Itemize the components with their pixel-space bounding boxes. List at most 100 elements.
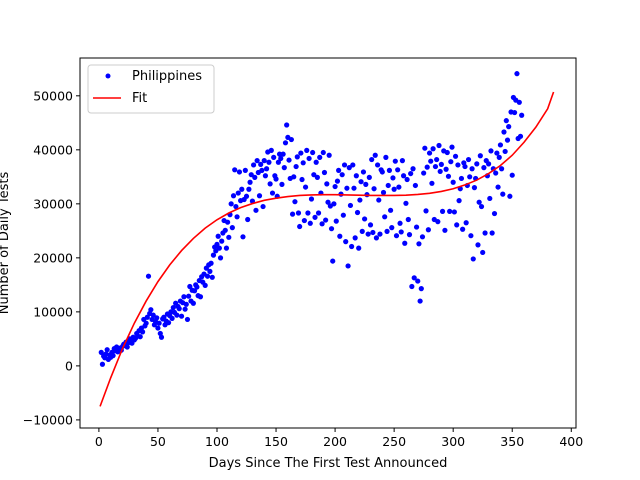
point-philippines-244 — [386, 167, 393, 173]
point-philippines-95 — [210, 252, 217, 258]
point-philippines-346 — [507, 193, 513, 199]
x-tick-label-350: 350 — [500, 434, 524, 449]
point-philippines-111 — [229, 225, 235, 231]
point-philippines-298 — [450, 179, 456, 185]
point-philippines-345 — [506, 124, 512, 130]
point-philippines-68 — [178, 313, 185, 319]
series-philippines — [98, 71, 525, 367]
x-tick-label-300: 300 — [441, 434, 465, 449]
point-philippines-322 — [478, 203, 485, 210]
point-philippines-184 — [315, 210, 322, 216]
point-philippines-220 — [358, 179, 364, 185]
point-philippines-270 — [417, 298, 423, 304]
legend-label-fit: Fit — [132, 91, 147, 106]
point-philippines-302 — [455, 162, 461, 168]
point-philippines-267 — [413, 224, 420, 230]
point-philippines-154 — [280, 151, 286, 157]
point-philippines-232 — [372, 152, 378, 158]
point-philippines-105 — [222, 227, 228, 233]
point-philippines-42 — [148, 307, 154, 313]
point-philippines-75 — [187, 283, 193, 290]
point-philippines-249 — [392, 158, 398, 164]
point-philippines-233 — [373, 235, 380, 241]
point-philippines-185 — [317, 154, 323, 160]
point-philippines-258 — [403, 200, 409, 206]
point-philippines-328 — [486, 161, 492, 167]
point-philippines-204 — [339, 172, 345, 178]
point-philippines-262 — [408, 170, 414, 177]
point-philippines-202 — [337, 233, 343, 239]
point-philippines-309 — [463, 220, 469, 226]
point-philippines-71 — [182, 306, 188, 312]
point-philippines-313 — [468, 233, 474, 239]
point-philippines-334 — [493, 170, 499, 176]
point-philippines-100 — [216, 245, 222, 251]
point-philippines-288 — [438, 161, 444, 168]
point-philippines-39 — [144, 314, 150, 320]
point-philippines-321 — [477, 153, 483, 159]
point-philippines-112 — [230, 193, 237, 199]
point-philippines-319 — [475, 242, 481, 248]
point-philippines-331 — [489, 230, 495, 236]
point-philippines-150 — [275, 159, 281, 165]
point-philippines-193 — [326, 152, 332, 158]
point-philippines-106 — [223, 245, 230, 251]
x-tick-label-50: 50 — [150, 434, 166, 449]
point-philippines-1 — [99, 361, 106, 367]
point-philippines-247 — [390, 175, 396, 181]
point-philippines-299 — [451, 209, 457, 215]
point-philippines-153 — [279, 181, 285, 187]
point-philippines-182 — [313, 159, 319, 165]
point-philippines-92 — [207, 268, 213, 274]
point-philippines-227 — [366, 174, 372, 180]
point-philippines-340 — [500, 191, 506, 197]
point-philippines-305 — [458, 175, 465, 182]
point-philippines-283 — [432, 163, 439, 170]
y-axis: −10000 0 10000 20000 30000 40000 50000 — [23, 88, 80, 427]
point-philippines-287 — [437, 168, 443, 175]
point-philippines-335 — [494, 150, 500, 156]
point-philippines-144 — [268, 147, 274, 153]
point-philippines-102 — [219, 238, 225, 244]
point-philippines-143 — [267, 181, 273, 187]
point-philippines-234 — [375, 162, 381, 168]
point-philippines-22 — [124, 344, 130, 350]
point-philippines-284 — [434, 156, 440, 163]
point-philippines-236 — [377, 231, 383, 237]
point-philippines-316 — [471, 185, 478, 191]
point-philippines-119 — [239, 186, 245, 192]
point-philippines-333 — [491, 210, 498, 217]
point-philippines-312 — [467, 174, 473, 180]
point-philippines-93 — [208, 260, 214, 266]
point-philippines-81 — [194, 284, 200, 290]
point-philippines-164 — [292, 199, 298, 205]
point-philippines-341 — [501, 129, 507, 135]
point-philippines-269 — [416, 241, 422, 247]
point-philippines-177 — [307, 220, 313, 226]
point-philippines-61 — [170, 304, 176, 311]
legend-label-philippines: Philippines — [132, 69, 202, 84]
x-tick-label-250: 250 — [382, 434, 406, 449]
point-philippines-35 — [139, 329, 146, 335]
point-philippines-230 — [370, 229, 376, 236]
point-philippines-94 — [209, 274, 215, 280]
point-philippines-259 — [404, 176, 410, 183]
point-philippines-209 — [345, 263, 351, 269]
point-philippines-188 — [320, 149, 326, 156]
point-philippines-155 — [281, 165, 287, 171]
y-tick-label-0: 0 — [65, 358, 73, 373]
x-tick-label-150: 150 — [264, 434, 288, 449]
point-philippines-120 — [240, 234, 246, 240]
point-philippines-271 — [418, 286, 424, 292]
point-philippines-296 — [448, 159, 454, 165]
point-philippines-272 — [419, 234, 426, 240]
point-philippines-295 — [447, 208, 453, 214]
point-philippines-117 — [236, 169, 243, 175]
point-philippines-261 — [406, 232, 413, 238]
point-philippines-146 — [271, 154, 277, 160]
point-philippines-289 — [439, 208, 446, 214]
point-philippines-206 — [341, 162, 348, 168]
point-philippines-0 — [98, 349, 104, 355]
point-philippines-113 — [232, 167, 238, 173]
point-philippines-223 — [362, 216, 368, 222]
